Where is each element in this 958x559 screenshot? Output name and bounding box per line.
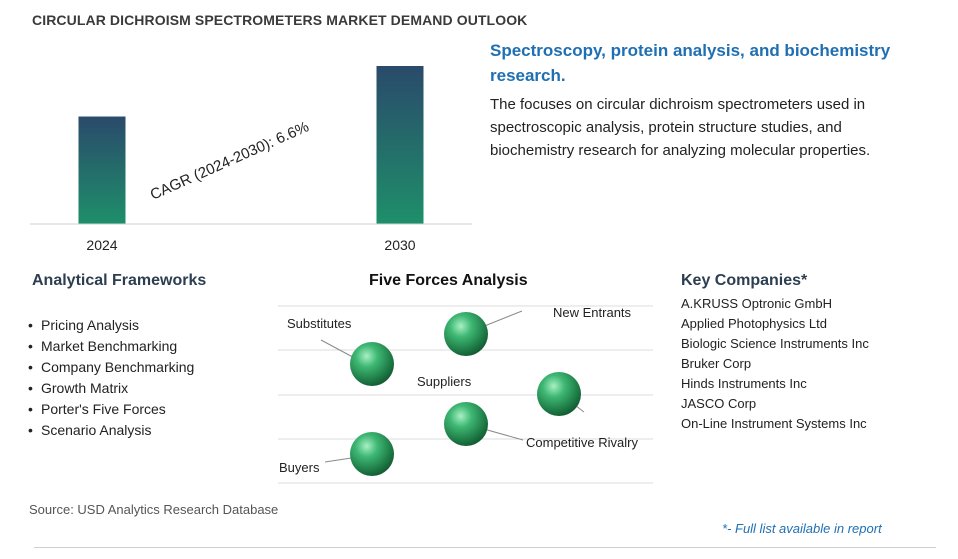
list-item: Biologic Science Instruments Inc	[681, 336, 869, 351]
new-entrants-label: New Entrants	[553, 305, 632, 320]
page-title: CIRCULAR DICHROISM SPECTROMETERS MARKET …	[32, 12, 528, 28]
connector-line	[465, 423, 524, 441]
connector-line	[466, 310, 523, 334]
list-item: Pricing Analysis	[28, 315, 194, 336]
x-tick-label: 2024	[86, 237, 117, 253]
substitutes-sphere	[350, 342, 394, 386]
list-item: Porter's Five Forces	[28, 399, 194, 420]
suppliers-label: Suppliers	[417, 374, 472, 389]
buyers-label: Buyers	[279, 460, 320, 475]
frameworks-title: Analytical Frameworks	[32, 272, 207, 289]
list-item: Company Benchmarking	[28, 357, 194, 378]
list-item: Market Benchmarking	[28, 336, 194, 357]
list-item: Growth Matrix	[28, 378, 194, 399]
cagr-annotation: CAGR (2024-2030): 6.6%	[148, 118, 312, 203]
list-item: Applied Photophysics Ltd	[681, 316, 827, 331]
connector-line	[558, 392, 585, 413]
source-note: Source: USD Analytics Research Database	[29, 502, 279, 517]
x-tick-label: 2030	[384, 237, 415, 253]
frameworks-list: Pricing Analysis Market Benchmarking Com…	[28, 315, 194, 441]
buyers-sphere	[350, 432, 394, 476]
companies-title: Key Companies*	[681, 272, 808, 289]
five-forces-title: Five Forces Analysis	[369, 272, 528, 289]
list-item: On-Line Instrument Systems Inc	[681, 416, 867, 431]
headline: Spectroscopy, protein analysis, and bioc…	[490, 41, 891, 85]
competitive-rivalry-sphere	[537, 372, 581, 416]
companies-list: A.KRUSS Optronic GmbH Applied Photophysi…	[681, 294, 869, 434]
list-item: Scenario Analysis	[28, 420, 194, 441]
substitutes-label: Substitutes	[287, 316, 352, 331]
competitive-rivalry-label: Competitive Rivalry	[526, 435, 638, 450]
footnote: *- Full list available in report	[722, 521, 882, 536]
bar-2024	[78, 116, 126, 224]
connector-line	[324, 454, 372, 463]
list-item: JASCO Corp	[681, 396, 757, 411]
bar-2030	[376, 66, 424, 224]
description: The focuses on circular dichroism spectr…	[490, 96, 871, 159]
list-item: Hinds Instruments Inc	[681, 376, 807, 391]
list-item: A.KRUSS Optronic GmbH	[681, 296, 832, 311]
new-entrants-sphere	[444, 312, 488, 356]
connector-line	[320, 339, 363, 363]
market-chart: 2024 2030 CAGR (2024-2030): 6.6%	[30, 66, 472, 253]
suppliers-sphere	[444, 402, 488, 446]
list-item: Bruker Corp	[681, 356, 752, 371]
divider	[34, 547, 936, 548]
